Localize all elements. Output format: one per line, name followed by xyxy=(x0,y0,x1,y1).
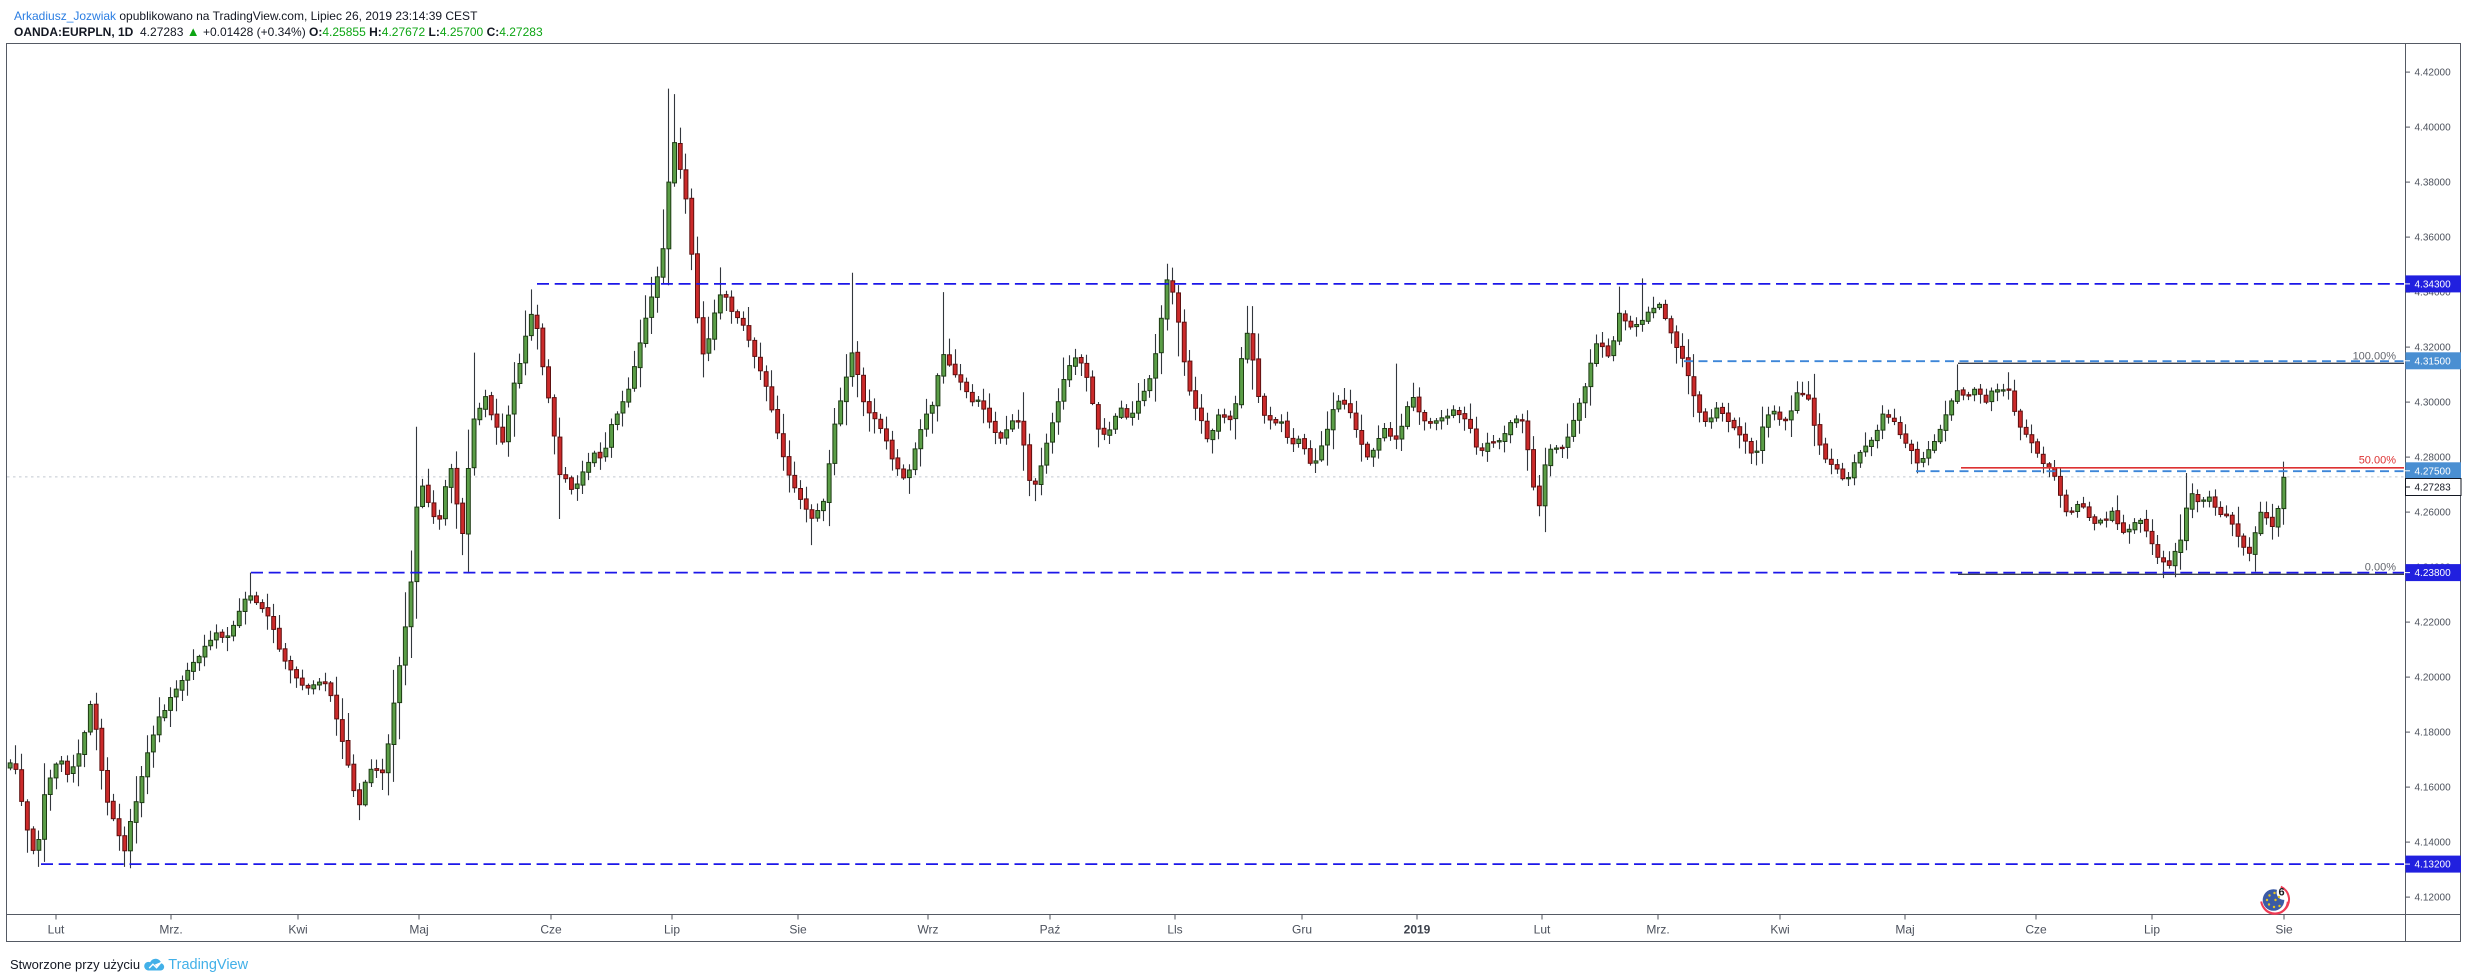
svg-text:4.38000: 4.38000 xyxy=(2415,178,2452,189)
svg-text:4.28000: 4.28000 xyxy=(2415,453,2452,464)
svg-text:4.12000: 4.12000 xyxy=(2415,893,2452,904)
svg-text:4.16000: 4.16000 xyxy=(2415,783,2452,794)
svg-text:4.32000: 4.32000 xyxy=(2415,343,2452,354)
svg-text:4.42000: 4.42000 xyxy=(2415,68,2452,79)
svg-text:4.34000: 4.34000 xyxy=(2415,288,2452,299)
svg-text:4.31500: 4.31500 xyxy=(2415,356,2452,367)
svg-text:Paź: Paź xyxy=(1040,923,1061,937)
svg-text:Lls: Lls xyxy=(1167,923,1182,937)
svg-text:Lip: Lip xyxy=(664,923,680,937)
svg-text:Kwi: Kwi xyxy=(1770,923,1789,937)
svg-text:4.13200: 4.13200 xyxy=(2415,860,2452,871)
svg-text:4.22000: 4.22000 xyxy=(2415,618,2452,629)
svg-text:4.30000: 4.30000 xyxy=(2415,398,2452,409)
svg-text:4.26000: 4.26000 xyxy=(2415,508,2452,519)
svg-text:4.14000: 4.14000 xyxy=(2415,838,2452,849)
svg-text:4.34300: 4.34300 xyxy=(2415,279,2452,290)
svg-text:Maj: Maj xyxy=(1895,923,1914,937)
svg-text:2019: 2019 xyxy=(1404,923,1431,937)
svg-text:Mrz.: Mrz. xyxy=(159,923,182,937)
svg-text:Kwi: Kwi xyxy=(288,923,307,937)
svg-text:4.36000: 4.36000 xyxy=(2415,233,2452,244)
svg-text:Wrz: Wrz xyxy=(917,923,938,937)
svg-text:Cze: Cze xyxy=(2025,923,2047,937)
svg-text:4.27283: 4.27283 xyxy=(2415,483,2452,494)
svg-text:Maj: Maj xyxy=(409,923,428,937)
svg-text:Lip: Lip xyxy=(2144,923,2160,937)
svg-text:Lut: Lut xyxy=(1534,923,1551,937)
svg-text:Mrz.: Mrz. xyxy=(1646,923,1669,937)
svg-text:50.00%: 50.00% xyxy=(2359,455,2397,467)
svg-text:6: 6 xyxy=(2279,887,2285,899)
svg-text:4.40000: 4.40000 xyxy=(2415,123,2452,134)
svg-text:4.23800: 4.23800 xyxy=(2415,568,2452,579)
svg-text:Cze: Cze xyxy=(540,923,562,937)
svg-text:Gru: Gru xyxy=(1292,923,1312,937)
svg-text:Lut: Lut xyxy=(48,923,65,937)
svg-text:100.00%: 100.00% xyxy=(2353,351,2397,363)
svg-text:4.20000: 4.20000 xyxy=(2415,673,2452,684)
svg-text:4.27500: 4.27500 xyxy=(2415,466,2452,477)
svg-text:4.18000: 4.18000 xyxy=(2415,728,2452,739)
svg-text:Sie: Sie xyxy=(2275,923,2293,937)
svg-text:0.00%: 0.00% xyxy=(2365,562,2396,574)
svg-text:Sie: Sie xyxy=(789,923,807,937)
